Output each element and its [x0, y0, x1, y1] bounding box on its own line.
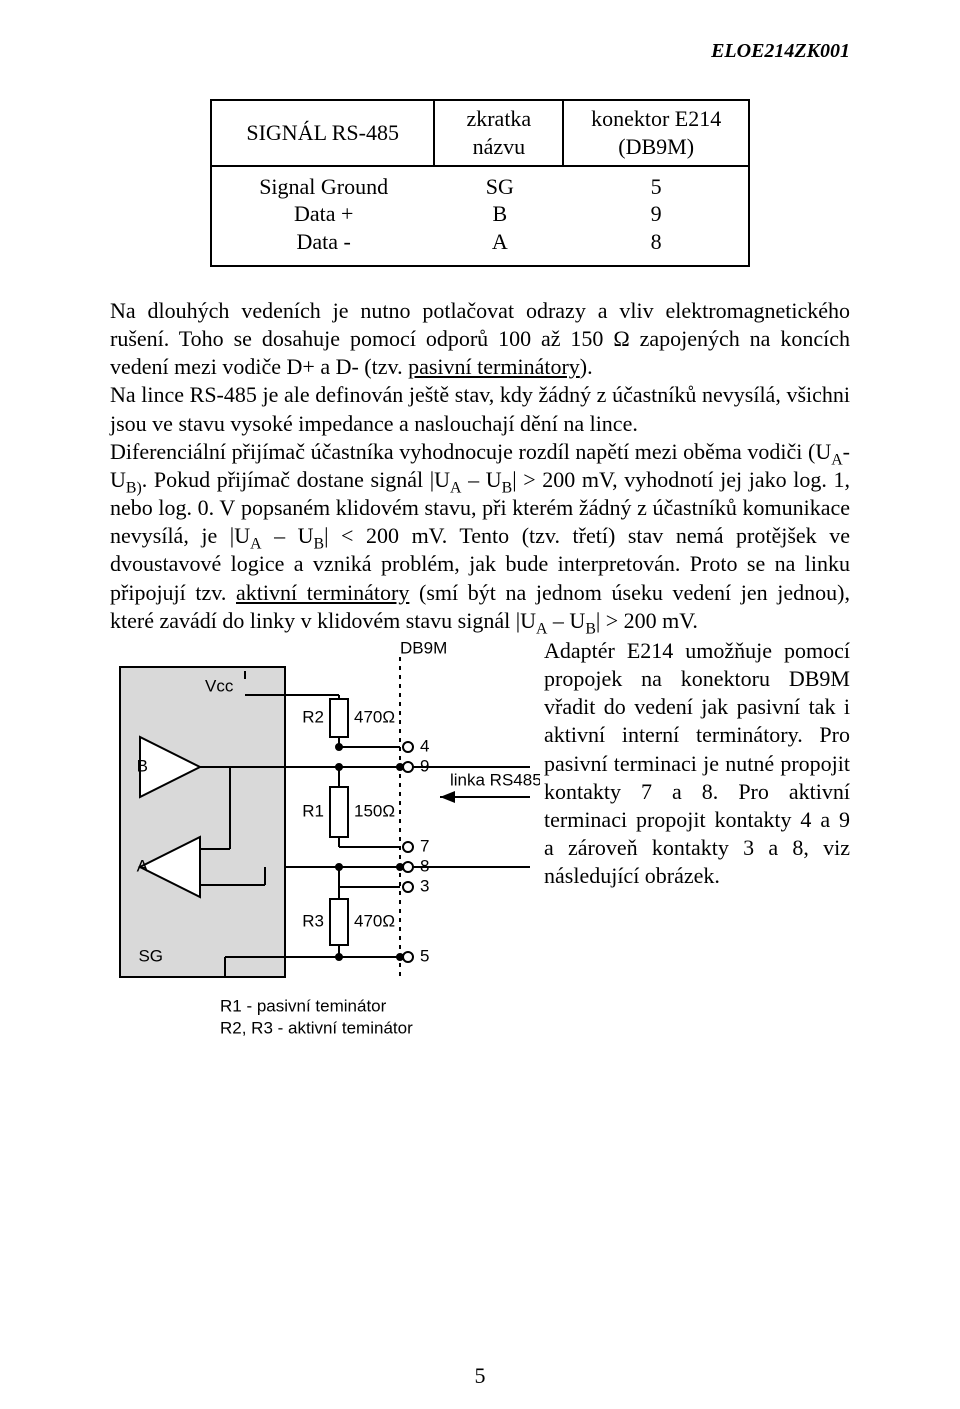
aside-paragraph: Adaptér E214 umožňuje pomocí propojek na…: [540, 637, 850, 1057]
terminator-schematic: Vcc B A SG R2 470Ω R1 150Ω R3 470Ω DB9M 49 783 5 linka…: [110, 637, 540, 1057]
table-header-signal: SIGNÁL RS-485: [212, 101, 435, 165]
svg-text:R3: R3: [302, 911, 324, 930]
svg-text:linka RS485: linka RS485: [450, 770, 540, 789]
signal-table: SIGNÁL RS-485 zkratka názvu konektor E21…: [210, 99, 750, 267]
svg-text:DB9M: DB9M: [400, 638, 447, 657]
svg-text:R1: R1: [302, 801, 324, 820]
svg-text:4: 4: [420, 736, 429, 755]
table-row: Data + B 9: [212, 200, 748, 228]
svg-text:R1 - pasivní teminátor: R1 - pasivní teminátor: [220, 996, 387, 1015]
table-header-abbrev: zkratka názvu: [435, 101, 564, 165]
svg-text:R2: R2: [302, 707, 324, 726]
body-paragraph: Diferenciální přijímač účastníka vyhodno…: [110, 438, 850, 635]
svg-text:9: 9: [420, 756, 429, 775]
svg-text:SG: SG: [138, 946, 163, 965]
table-header-connector: konektor E214 (DB9M): [564, 101, 748, 165]
svg-text:Vcc: Vcc: [205, 676, 234, 695]
svg-text:3: 3: [420, 876, 429, 895]
document-code: ELOE214ZK001: [110, 40, 850, 63]
svg-text:8: 8: [420, 856, 429, 875]
body-paragraph: Na lince RS-485 je ale definován ještě s…: [110, 381, 850, 437]
svg-text:470Ω: 470Ω: [354, 911, 395, 930]
underline-term: aktivní terminátory: [236, 580, 409, 605]
svg-text:R2, R3 - aktivní teminátor: R2, R3 - aktivní teminátor: [220, 1018, 413, 1037]
underline-term: pasivní terminátory: [408, 354, 580, 379]
table-row: Signal Ground SG 5: [212, 173, 748, 201]
svg-text:470Ω: 470Ω: [354, 707, 395, 726]
svg-text:B: B: [137, 756, 148, 775]
svg-text:150Ω: 150Ω: [354, 801, 395, 820]
svg-text:7: 7: [420, 836, 429, 855]
svg-text:A: A: [137, 856, 149, 875]
table-header-row: SIGNÁL RS-485 zkratka názvu konektor E21…: [210, 99, 750, 167]
body-paragraph: Na dlouhých vedeních je nutno potlačovat…: [110, 297, 850, 381]
page-number: 5: [0, 1363, 960, 1389]
svg-text:5: 5: [420, 946, 429, 965]
table-row: Data - A 8: [212, 228, 748, 256]
